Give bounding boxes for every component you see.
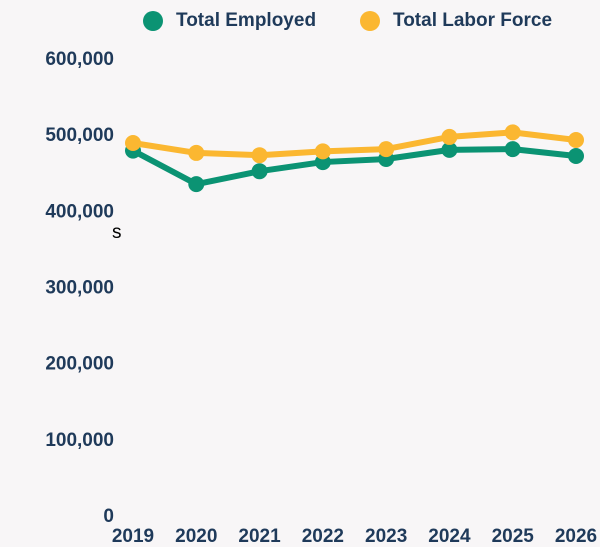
x-tick-label: 2023 [365, 526, 407, 547]
x-tick-label: 2025 [492, 526, 535, 547]
data-point [251, 147, 268, 164]
data-point [125, 135, 141, 152]
data-point [568, 147, 584, 164]
data-point [504, 141, 521, 158]
series-line [131, 146, 577, 188]
data-point [314, 143, 331, 160]
legend-marker [360, 11, 380, 31]
x-tick-label: 2022 [302, 526, 344, 547]
annotation: s [112, 222, 122, 243]
y-tick-label: 600,000 [45, 49, 114, 70]
data-point [441, 128, 458, 145]
y-tick-label: 400,000 [45, 201, 114, 222]
data-point [504, 124, 521, 141]
x-tick-label: 2024 [428, 526, 471, 547]
x-tick-label: 2019 [112, 526, 154, 547]
y-tick-label: 500,000 [45, 125, 114, 146]
y-tick-label: 300,000 [45, 278, 114, 299]
data-point [188, 176, 205, 193]
legend-label: Total Labor Force [393, 10, 552, 31]
legend-label: Total Employed [176, 10, 316, 31]
x-tick-label: 2021 [238, 526, 281, 547]
y-tick-label: 200,000 [45, 354, 114, 375]
data-point [441, 141, 458, 158]
x-tick-label: 2026 [555, 526, 597, 547]
series-line [132, 129, 577, 159]
data-point [568, 131, 584, 148]
data-point [251, 163, 268, 180]
y-tick-label: 0 [103, 506, 114, 527]
data-point [378, 141, 395, 158]
legend-marker [143, 11, 163, 31]
data-point [188, 144, 205, 161]
x-tick-label: 2020 [175, 526, 217, 547]
y-tick-label: 100,000 [45, 430, 114, 451]
